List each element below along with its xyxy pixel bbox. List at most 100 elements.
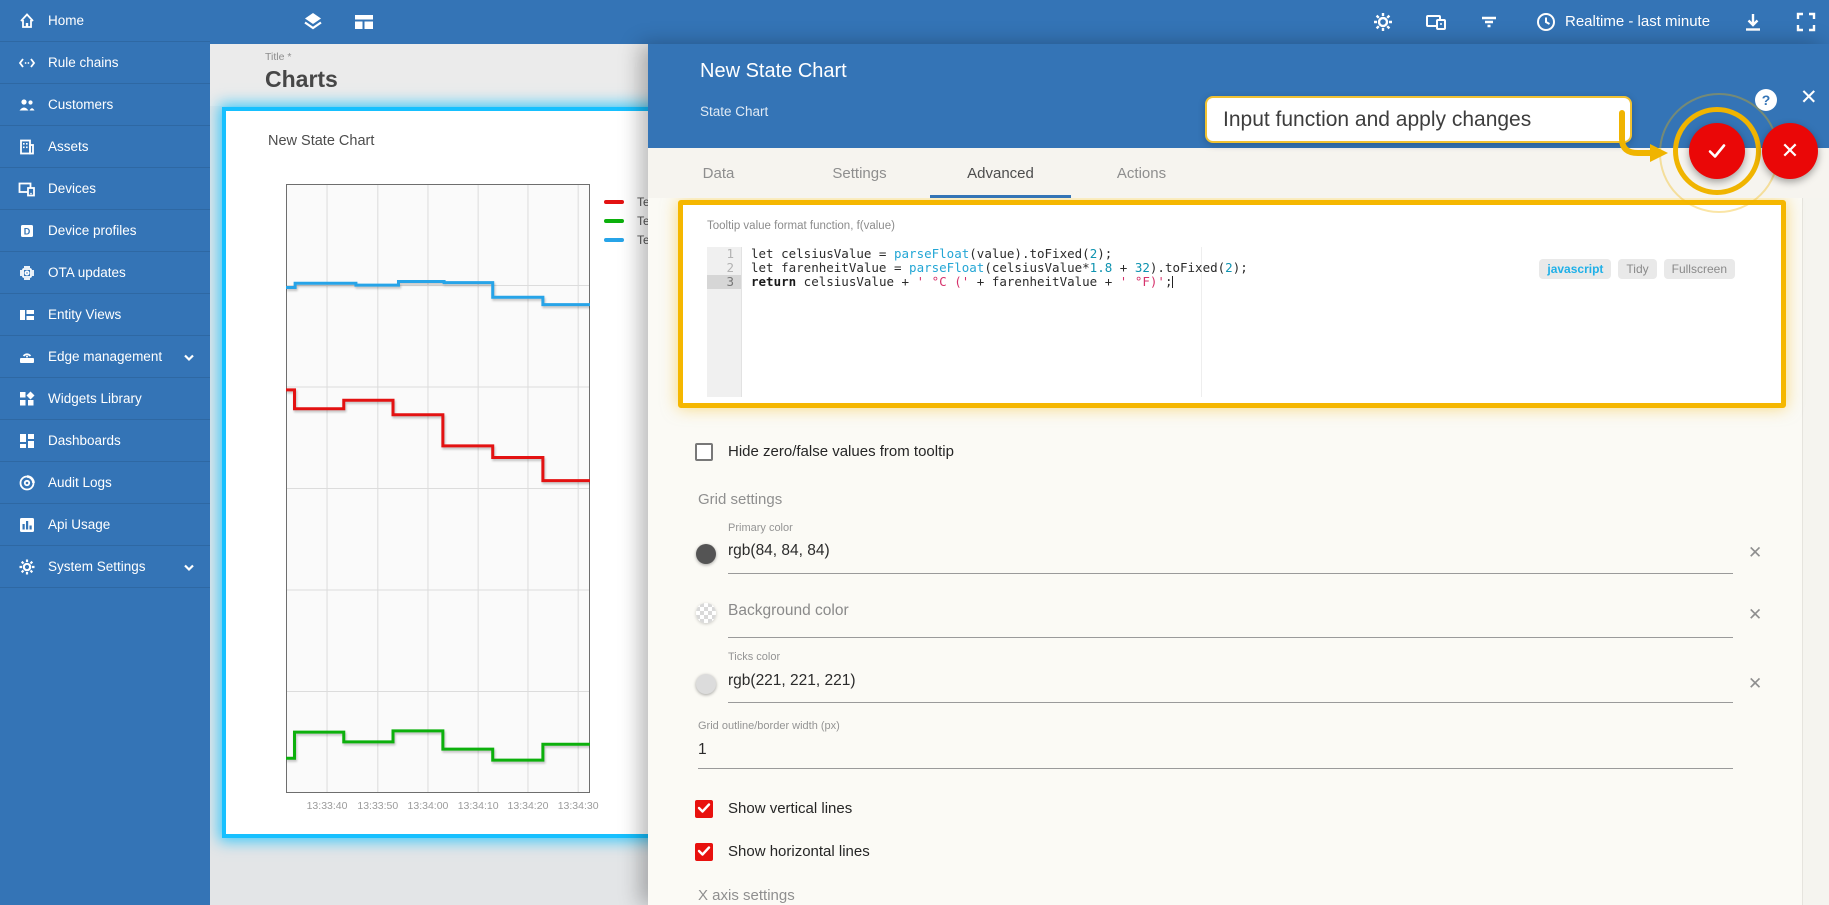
ticks-color-value[interactable]: rgb(221, 221, 221) <box>728 672 856 689</box>
device-profiles-icon: D <box>18 222 36 240</box>
svg-text:D: D <box>24 226 31 236</box>
ota-updates-icon <box>18 264 36 282</box>
assets-icon <box>18 138 36 156</box>
show-horizontal-lines-checkbox[interactable] <box>695 843 713 861</box>
sidebar-item-devices[interactable]: Devices <box>0 168 210 210</box>
sidebar-item-dashboards[interactable]: Dashboards <box>0 420 210 462</box>
sidebar-item-device-profiles[interactable]: D Device profiles <box>0 210 210 252</box>
x-tick-label: 13:34:30 <box>557 800 599 812</box>
primary-color-clear-icon[interactable]: ✕ <box>1748 543 1763 562</box>
dialog-tabs: Data Settings Advanced Actions <box>648 148 1829 198</box>
show-vertical-lines-label: Show vertical lines <box>728 800 853 817</box>
sidebar-item-ota-updates[interactable]: OTA updates <box>0 252 210 294</box>
grid-settings-section-label: Grid settings <box>698 491 783 508</box>
sidebar-item-label: Dashboards <box>48 433 121 448</box>
sidebar-item-audit-logs[interactable]: Audit Logs <box>0 462 210 504</box>
dashboard-settings-gear-icon[interactable] <box>1372 11 1394 33</box>
background-color-field[interactable]: Background color <box>728 602 849 619</box>
grid-width-value[interactable]: 1 <box>698 741 707 758</box>
apply-changes-button[interactable] <box>1689 123 1745 179</box>
cancel-button[interactable]: ✕ <box>1762 123 1818 179</box>
show-vertical-lines-checkbox[interactable] <box>695 800 713 818</box>
primary-color-value[interactable]: rgb(84, 84, 84) <box>728 542 830 559</box>
legend-item[interactable]: Te <box>604 230 650 249</box>
tab-advanced[interactable]: Advanced <box>930 148 1071 198</box>
sidebar-item-label: Device profiles <box>48 223 137 238</box>
customers-icon <box>18 96 36 114</box>
sidebar-item-customers[interactable]: Customers <box>0 84 210 126</box>
series-line <box>286 279 590 307</box>
api-usage-icon <box>18 516 36 534</box>
layout-icon[interactable] <box>353 11 375 33</box>
line-number: 1 <box>726 246 734 261</box>
sidebar-item-widgets-library[interactable]: Widgets Library <box>0 378 210 420</box>
sidebar-item-label: Audit Logs <box>48 475 112 490</box>
legend-item[interactable]: Te <box>604 192 650 211</box>
top-toolbar: Realtime - last minute <box>210 0 1829 44</box>
grid-width-label: Grid outline/border width (px) <box>698 720 840 732</box>
widgets-library-icon <box>18 390 36 408</box>
filter-icon[interactable] <box>1478 11 1500 33</box>
timewindow-clock-icon[interactable] <box>1535 11 1557 33</box>
sidebar-item-label: Entity Views <box>48 307 122 322</box>
background-color-swatch[interactable] <box>696 603 716 623</box>
badge-tidy[interactable]: Tidy <box>1618 259 1657 279</box>
check-icon <box>1708 144 1726 158</box>
background-color-clear-icon[interactable]: ✕ <box>1748 605 1763 624</box>
x-tick-label: 13:33:40 <box>306 800 348 812</box>
sidebar-item-rule-chains[interactable]: Rule chains <box>0 42 210 84</box>
layers-icon[interactable] <box>302 11 324 33</box>
chevron-down-icon <box>182 560 196 574</box>
badge-fullscreen[interactable]: Fullscreen <box>1663 259 1735 279</box>
x-tick-label: 13:34:20 <box>507 800 549 812</box>
sidebar-item-api-usage[interactable]: Api Usage <box>0 504 210 546</box>
x-axis-settings-section-label: X axis settings <box>698 887 795 904</box>
download-icon[interactable] <box>1742 11 1764 33</box>
dashboard-title-field[interactable]: Title * Charts <box>210 44 648 106</box>
sidebar-item-assets[interactable]: Assets <box>0 126 210 168</box>
widget-title: New State Chart <box>268 133 375 149</box>
tooltip-function-highlight-box: Tooltip value format function, f(value) … <box>678 200 1786 408</box>
dashboard-edit-panel: Title * Charts New State Chart Te Te Te 13… <box>210 44 830 905</box>
x-tick-label: 13:33:50 <box>357 800 399 812</box>
settings-icon <box>18 558 36 576</box>
sidebar-item-label: System Settings <box>48 559 146 574</box>
scrollbar-track[interactable] <box>1802 198 1829 905</box>
primary-color-underline <box>728 573 1733 574</box>
manage-layouts-icon[interactable] <box>1425 11 1447 33</box>
timewindow-button[interactable]: Realtime - last minute <box>1565 13 1711 30</box>
sidebar-item-system-settings[interactable]: System Settings <box>0 546 210 588</box>
ticks-color-clear-icon[interactable]: ✕ <box>1748 674 1763 693</box>
tab-actions[interactable]: Actions <box>1116 164 1167 182</box>
sidebar-item-edge-management[interactable]: Edge management <box>0 336 210 378</box>
tab-settings[interactable]: Settings <box>832 164 887 182</box>
legend-label: Te <box>637 194 650 209</box>
dashboards-icon <box>18 432 36 450</box>
sidebar-item-label: Devices <box>48 181 97 196</box>
sidebar-item-home[interactable]: Home <box>0 0 210 42</box>
primary-color-swatch[interactable] <box>696 544 716 564</box>
code-line: let farenheitValue = parseFloat(celsiusV… <box>751 260 1248 275</box>
code-lines[interactable]: let celsiusValue = parseFloat(value).toF… <box>751 247 1751 289</box>
rule-chains-icon <box>18 54 36 72</box>
sidebar-item-label: Rule chains <box>48 55 119 70</box>
entity-views-icon <box>18 306 36 324</box>
line-number: 2 <box>726 260 734 275</box>
title-field-value[interactable]: Charts <box>265 66 338 92</box>
hide-zero-checkbox[interactable] <box>695 443 713 461</box>
fullscreen-icon[interactable] <box>1795 11 1817 33</box>
legend-label: Te <box>637 213 650 228</box>
legend-item[interactable]: Te <box>604 211 650 230</box>
dialog-title: New State Chart <box>700 60 847 82</box>
onboarding-tooltip: Input function and apply changes <box>1205 96 1632 143</box>
audit-logs-icon <box>18 474 36 492</box>
ticks-color-swatch[interactable] <box>696 674 716 694</box>
close-icon[interactable]: ✕ <box>1800 86 1818 109</box>
help-icon[interactable]: ? <box>1755 89 1777 111</box>
series-line <box>286 729 590 762</box>
sidebar-item-label: Api Usage <box>48 517 111 532</box>
sidebar-item-entity-views[interactable]: Entity Views <box>0 294 210 336</box>
tab-data[interactable]: Data <box>702 164 735 182</box>
chart-x-axis-ticks: 13:33:40 13:33:50 13:34:00 13:34:10 13:34:20… <box>286 800 599 814</box>
